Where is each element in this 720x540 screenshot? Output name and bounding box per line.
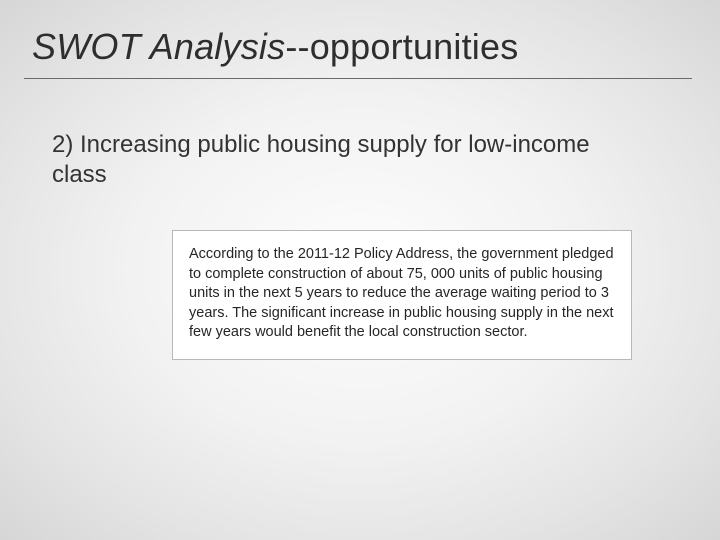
slide-title: SWOT Analysis--opportunities: [32, 26, 518, 68]
content-box: According to the 2011-12 Policy Address,…: [172, 230, 632, 360]
slide-title-italic: SWOT Analysis: [32, 26, 285, 67]
subheading: 2) Increasing public housing supply for …: [52, 130, 612, 190]
slide-title-rest: --opportunities: [285, 26, 518, 67]
content-box-text: According to the 2011-12 Policy Address,…: [189, 245, 615, 343]
title-underline: [24, 78, 692, 79]
